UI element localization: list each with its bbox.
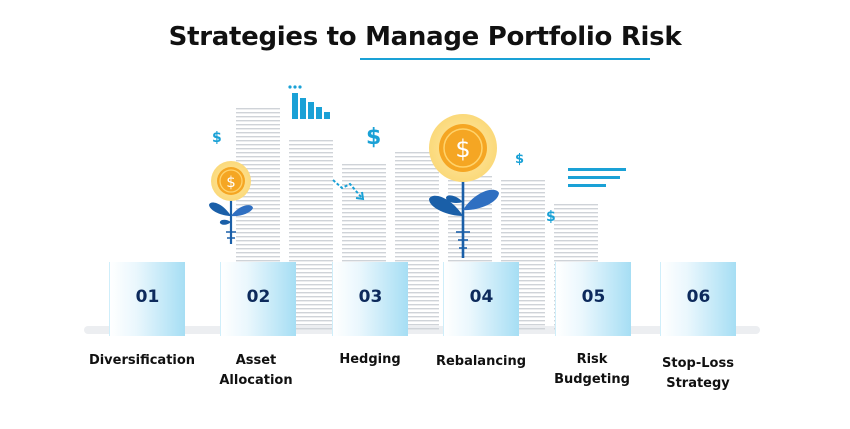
step-number: 04 [469,287,494,307]
step-block-02: 02 [220,262,296,336]
step-label-rebalancing: Rebalancing [435,354,527,369]
text-lines-icon [568,168,626,187]
step-block-06: 06 [660,262,736,336]
plant-icon [209,196,253,244]
svg-text:$: $ [515,152,524,167]
step-number: 01 [135,287,160,307]
step-label-hedging: Hedging [339,352,401,367]
step-label-stop-loss-strategy: Stop-Loss Strategy [662,356,734,391]
step-block-01: 01 [109,262,185,336]
step-label-risk-budgeting: Risk Budgeting [554,352,630,387]
step-block-05: 05 [555,262,631,336]
svg-text:$: $ [212,130,222,146]
step-block-03: 03 [332,262,408,336]
coin-icon: $ [429,114,497,182]
page-title: Strategies to Manage Portfolio Risk [168,22,682,52]
step-number: 02 [246,287,271,307]
title-underline [360,58,650,60]
step-number: 05 [581,287,606,307]
step-label-asset-allocation: Asset Allocation [219,353,293,388]
step-block-04: 04 [443,262,519,336]
svg-text:$: $ [366,125,381,150]
step-number: 03 [358,287,383,307]
bg-bar [289,138,333,330]
dollar-icon: $ $ $ $ [212,125,556,225]
svg-text:$: $ [455,135,470,163]
step-number: 06 [686,287,711,307]
plant-icon [429,176,499,258]
step-label-diversification: Diversification [88,353,196,368]
svg-text:$: $ [546,209,556,225]
coin-icon: $ [211,161,251,201]
trend-down-icon [332,179,365,201]
svg-text:$: $ [226,173,236,191]
bar-chart-icon [288,85,330,119]
